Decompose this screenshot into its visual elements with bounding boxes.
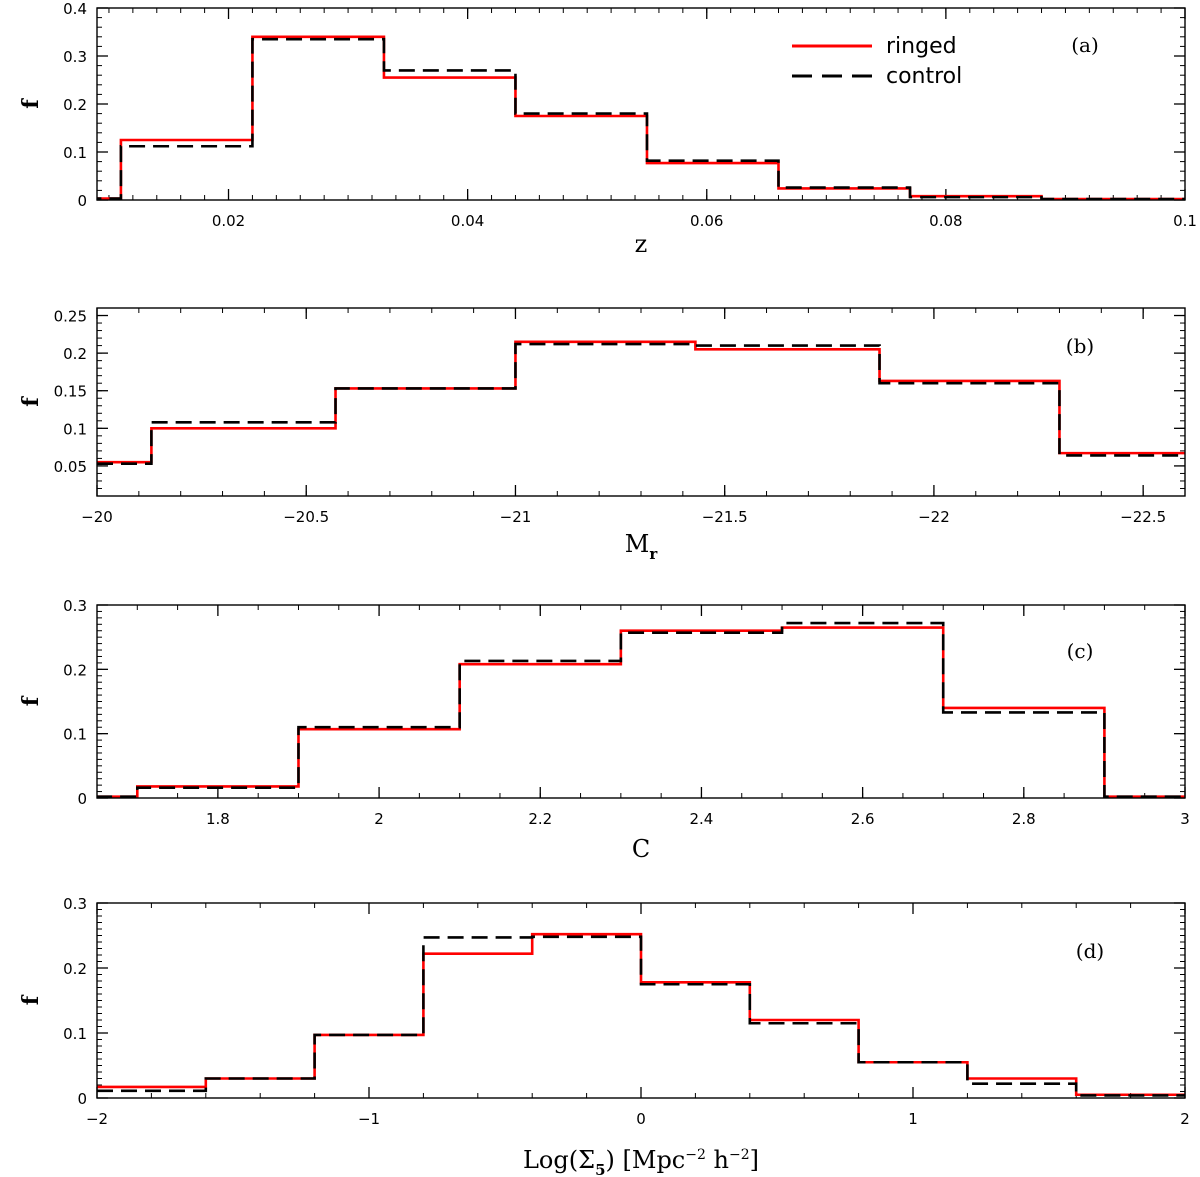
x-tick-label: −21.5	[702, 508, 748, 526]
panel-c: 1.8 2 2.2 2.4 2.6 2.8 3 0 0.1 0.2 0.3 (c) f C	[18, 597, 1190, 863]
legend-control-label: control	[886, 64, 962, 89]
x-axis-label: z	[635, 230, 648, 258]
y-tick-label: 0.3	[63, 48, 87, 66]
x-tick-label: 1.8	[206, 810, 230, 828]
y-tick-label: 0.2	[63, 345, 87, 363]
panel-tag: (c)	[1067, 639, 1094, 663]
x-tick-label: 3	[1180, 810, 1190, 828]
y-tick-label: 0.05	[54, 458, 87, 476]
x-axis-label: C	[632, 835, 650, 863]
x-tick-label: 0.08	[929, 212, 962, 230]
y-tick-label: 0.4	[63, 0, 87, 18]
series-control-line	[97, 37, 1185, 200]
y-axis-label: f	[18, 98, 44, 109]
x-tick-label: 2	[1180, 1110, 1190, 1128]
y-tick-label: 0	[77, 192, 87, 210]
y-tick-label: 0.15	[54, 383, 87, 401]
plot-frame	[96, 902, 1186, 1099]
series-ringed-line	[97, 35, 1185, 200]
x-tick-label: 0.06	[690, 212, 723, 230]
y-tick-label: 0.1	[63, 726, 87, 744]
x-axis-label: Log(Σ5) [Mpc−2 h−2]	[523, 1146, 759, 1177]
x-tick-label: 2	[374, 810, 384, 828]
y-tick-label: 0.3	[63, 597, 87, 615]
x-tick-label: −22.5	[1120, 508, 1166, 526]
x-tick-label: 0.02	[212, 212, 245, 230]
y-tick-label: 0.2	[63, 661, 87, 679]
y-tick-label: 0.1	[63, 420, 87, 438]
x-tick-label: −20.5	[283, 508, 329, 526]
series-ringed-line	[97, 932, 1185, 1097]
series-ringed-line	[97, 626, 1185, 798]
y-axis-label: f	[18, 994, 44, 1005]
panel-b: −20 −20.5 −21 −21.5 −22 −22.5 0.05 0.1 0.15 0.2 0.…	[18, 307, 1186, 563]
x-tick-label: 2.2	[528, 810, 552, 828]
y-tick-label: 0	[77, 1090, 87, 1108]
x-tick-label: 2.6	[851, 810, 875, 828]
series-ringed-line	[97, 340, 1185, 464]
series-control-line	[97, 621, 1185, 798]
x-tick-label: −1	[358, 1110, 380, 1128]
y-tick-label: 0.25	[54, 308, 87, 326]
panel-a: 0.02 0.04 0.06 0.08 0.1 0 0.1 0.2 0.3 0.4 (a) f z	[18, 0, 1197, 258]
x-tick-label: 1	[908, 1110, 918, 1128]
panel-d: −2 −1 0 1 2 0 0.1 0.2 0.3 (d) f Log(Σ5) [Mpc−2 h−2]	[18, 895, 1190, 1177]
y-axis-label: f	[18, 396, 44, 407]
legend: ringed control	[792, 34, 962, 89]
x-tick-label: −22	[918, 508, 950, 526]
x-tick-label: 0	[636, 1110, 646, 1128]
x-tick-label: 2.4	[690, 810, 714, 828]
panel-tag: (b)	[1066, 334, 1094, 358]
x-axis-label: Mr	[625, 530, 659, 563]
y-tick-label: 0.3	[63, 895, 87, 913]
y-tick-label: 0	[77, 790, 87, 808]
series-control-line	[97, 342, 1185, 465]
y-tick-label: 0.1	[63, 144, 87, 162]
x-tick-label: −21	[500, 508, 532, 526]
x-tick-label: 0.04	[451, 212, 484, 230]
y-tick-label: 0.2	[63, 96, 87, 114]
x-tick-label: 0.1	[1173, 212, 1197, 230]
series-control-line	[97, 935, 1185, 1097]
plot-frame	[96, 307, 1186, 497]
plot-frame	[96, 7, 1186, 201]
y-tick-label: 0.2	[63, 960, 87, 978]
x-tick-label: −2	[86, 1110, 108, 1128]
panel-tag: (a)	[1071, 33, 1099, 57]
y-axis-label: f	[18, 695, 44, 706]
x-tick-label: −20	[81, 508, 113, 526]
legend-ringed-label: ringed	[886, 34, 957, 59]
panel-tag: (d)	[1076, 939, 1104, 963]
x-tick-label: 2.8	[1012, 810, 1036, 828]
y-tick-label: 0.1	[63, 1025, 87, 1043]
plot-frame	[96, 604, 1186, 799]
